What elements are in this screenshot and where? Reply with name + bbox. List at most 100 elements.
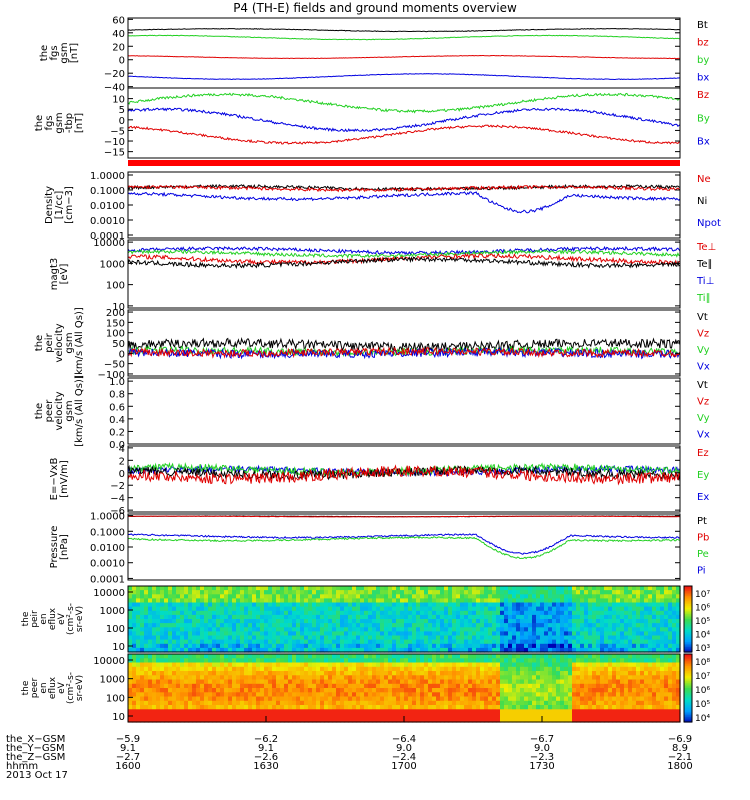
- spectrogram-cell: [344, 614, 349, 620]
- spectrogram-cell: [156, 586, 161, 591]
- spectrogram-cell: [328, 662, 333, 668]
- spectrogram-cell: [164, 662, 169, 668]
- spectrogram-cell: [212, 700, 217, 706]
- spectrogram-cell: [156, 705, 161, 710]
- spectrogram-cell: [296, 610, 301, 616]
- spectrogram-cell: [532, 717, 537, 723]
- spectrogram-cell: [256, 594, 261, 599]
- spectrogram-cell: [136, 717, 141, 723]
- spectrogram-cell: [192, 614, 197, 620]
- spectrogram-cell: [644, 610, 649, 616]
- spectrogram-cell: [128, 662, 133, 668]
- spectrogram-cell: [220, 631, 225, 637]
- spectrogram-cell: [340, 688, 345, 693]
- spectrogram-cell: [492, 614, 497, 620]
- spectrogram-cell: [316, 658, 321, 664]
- spectrogram-cell: [612, 614, 617, 620]
- spectrogram-cell: [660, 700, 665, 706]
- spectrogram-cell: [648, 700, 653, 706]
- spectrogram-cell: [616, 688, 621, 693]
- spectrogram-cell: [428, 654, 433, 659]
- spectrogram-cell: [564, 639, 569, 645]
- spectrogram-cell: [600, 627, 605, 632]
- spectrogram-cell: [416, 696, 421, 702]
- spectrogram-cell: [244, 679, 249, 685]
- spectrogram-cell: [572, 709, 577, 715]
- spectrogram-cell: [520, 619, 525, 624]
- spectrogram-cell: [664, 654, 669, 659]
- spectrogram-cell: [456, 627, 461, 632]
- spectrogram-cell: [204, 586, 209, 591]
- spectrogram-cell: [136, 679, 141, 685]
- spectrogram-cell: [308, 688, 313, 693]
- spectrogram-cell: [156, 717, 161, 723]
- spectrogram-cell: [408, 647, 413, 653]
- spectrogram-cell: [336, 709, 341, 715]
- spectrogram-cell: [268, 666, 273, 672]
- spectrogram-cell: [584, 700, 589, 706]
- spectrogram-cell: [572, 671, 577, 676]
- spectrogram-cell: [208, 675, 213, 681]
- spectrogram-cell: [376, 602, 381, 608]
- spectrogram-cell: [448, 606, 453, 612]
- spectrogram-cell: [312, 654, 317, 659]
- spectrogram-cell: [668, 692, 673, 698]
- spectrogram-cell: [512, 614, 517, 620]
- spectrogram-cell: [276, 709, 281, 715]
- spectrogram-cell: [560, 709, 565, 715]
- spectrogram-cell: [504, 692, 509, 698]
- spectrogram-cell: [356, 586, 361, 591]
- spectrogram-cell: [236, 614, 241, 620]
- spectrogram-cell: [656, 666, 661, 672]
- spectrogram-cell: [344, 705, 349, 710]
- spectrogram-cell: [264, 619, 269, 624]
- spectrogram-cell: [604, 614, 609, 620]
- spectrogram-cell: [252, 700, 257, 706]
- spectrogram-cell: [476, 614, 481, 620]
- spectrogram-cell: [608, 606, 613, 612]
- spectrogram-cell: [624, 631, 629, 637]
- spectrogram-cell: [364, 709, 369, 715]
- spectrogram-cell: [420, 666, 425, 672]
- spectrogram-cell: [260, 683, 265, 689]
- spectrogram-cell: [596, 709, 601, 715]
- spectrogram-cell: [188, 606, 193, 612]
- spectrogram-cell: [452, 692, 457, 698]
- spectrogram-cell: [508, 692, 513, 698]
- spectrogram-cell: [260, 675, 265, 681]
- x-tick-label: −2.6: [254, 752, 278, 763]
- spectrogram-cell: [280, 705, 285, 710]
- spectrogram-cell: [484, 627, 489, 632]
- spectrogram-cell: [516, 658, 521, 664]
- spectrogram-cell: [440, 705, 445, 710]
- spectrogram-cell: [160, 610, 165, 616]
- spectrogram-cell: [500, 705, 505, 710]
- spectrogram-cell: [132, 688, 137, 693]
- spectrogram-cell: [292, 683, 297, 689]
- spectrogram-cell: [168, 713, 173, 719]
- spectrogram-cell: [196, 675, 201, 681]
- spectrogram-cell: [480, 692, 485, 698]
- spectrogram-cell: [560, 586, 565, 591]
- spectrogram-cell: [480, 654, 485, 659]
- spectrogram-cell: [596, 610, 601, 616]
- spectrogram-cell: [580, 647, 585, 653]
- spectrogram-cell: [332, 643, 337, 649]
- spectrogram-cell: [456, 606, 461, 612]
- spectrogram-cell: [476, 619, 481, 624]
- spectrogram-cell: [452, 709, 457, 715]
- spectrogram-cell: [344, 606, 349, 612]
- spectrogram-cell: [324, 654, 329, 659]
- spectrogram-cell: [384, 614, 389, 620]
- spectrogram-cell: [148, 679, 153, 685]
- y-axis-label: peir: [30, 610, 40, 628]
- spectrogram-cell: [348, 666, 353, 672]
- spectrogram-cell: [592, 713, 597, 719]
- spectrogram-cell: [428, 700, 433, 706]
- spectrogram-cell: [580, 713, 585, 719]
- spectrogram-cell: [564, 614, 569, 620]
- spectrogram-cell: [484, 631, 489, 637]
- spectrogram-cell: [160, 666, 165, 672]
- spectrogram-cell: [600, 662, 605, 668]
- spectrogram-cell: [468, 713, 473, 719]
